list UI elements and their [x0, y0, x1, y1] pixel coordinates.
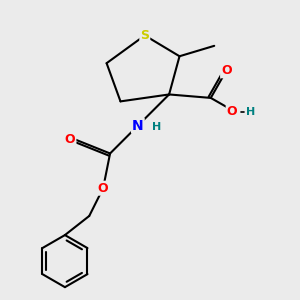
- Text: S: S: [140, 29, 149, 42]
- Text: O: O: [221, 64, 232, 77]
- Text: O: O: [226, 105, 237, 118]
- Text: H: H: [152, 122, 162, 132]
- Text: O: O: [98, 182, 108, 195]
- Text: O: O: [65, 133, 76, 146]
- Text: H: H: [246, 107, 255, 117]
- Text: N: N: [132, 119, 144, 133]
